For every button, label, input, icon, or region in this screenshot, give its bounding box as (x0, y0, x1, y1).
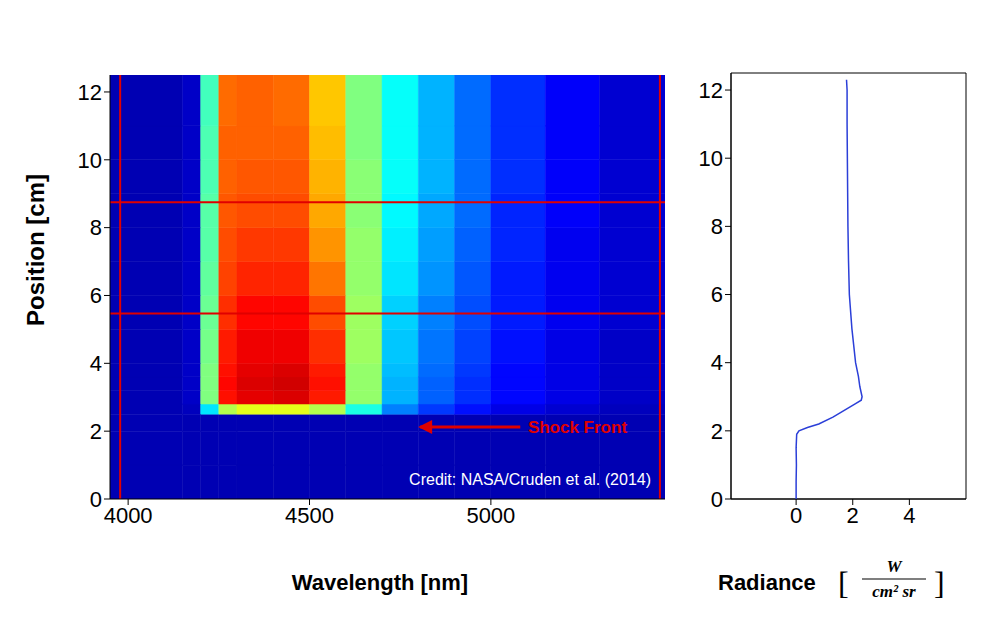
svg-text:4000: 4000 (104, 503, 153, 528)
svg-text:12: 12 (699, 78, 723, 103)
svg-text:Radiance: Radiance (718, 570, 816, 595)
svg-text:4500: 4500 (285, 503, 334, 528)
svg-text:[: [ (838, 565, 849, 601)
svg-text:10: 10 (699, 146, 723, 171)
svg-text:4: 4 (90, 351, 102, 376)
svg-text:Credit: NASA/Cruden et al. (20: Credit: NASA/Cruden et al. (2014) (409, 471, 651, 488)
svg-text:2: 2 (847, 503, 859, 528)
svg-text:8: 8 (711, 214, 723, 239)
svg-text:W: W (886, 557, 903, 576)
svg-text:4: 4 (711, 350, 723, 375)
svg-text:2: 2 (711, 419, 723, 444)
svg-text:12: 12 (78, 80, 102, 105)
svg-text:5000: 5000 (466, 503, 515, 528)
svg-text:6: 6 (90, 283, 102, 308)
svg-text:4: 4 (903, 503, 915, 528)
svg-text:Wavelength [nm]: Wavelength [nm] (292, 570, 468, 595)
svg-text:8: 8 (90, 215, 102, 240)
svg-text:10: 10 (78, 148, 102, 173)
svg-text:0: 0 (90, 487, 102, 512)
svg-text:Shock Front: Shock Front (528, 418, 628, 437)
svg-text:0: 0 (711, 487, 723, 512)
svg-text:2: 2 (90, 419, 102, 444)
svg-text:cm² sr: cm² sr (872, 582, 916, 601)
svg-text:]: ] (934, 565, 945, 601)
svg-text:6: 6 (711, 282, 723, 307)
svg-text:Position [cm]: Position [cm] (22, 174, 49, 326)
svg-text:0: 0 (790, 503, 802, 528)
